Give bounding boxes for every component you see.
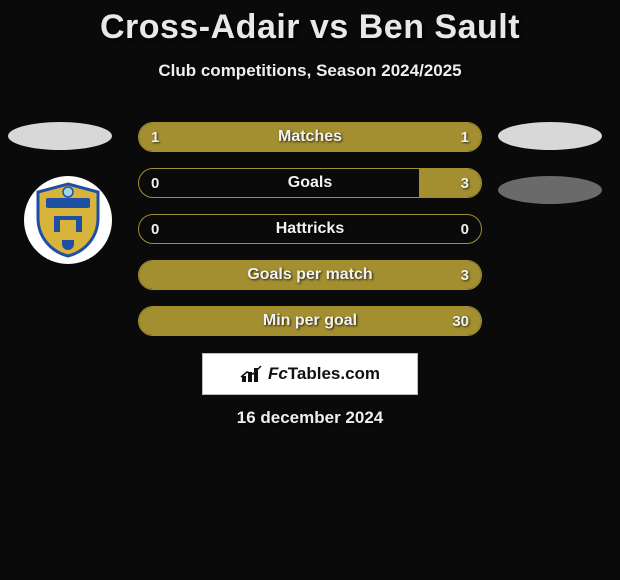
stat-row: 1Matches1: [138, 122, 482, 152]
logo-text: FcTables.com: [268, 364, 380, 384]
stat-value-right: 1: [461, 123, 469, 151]
stat-value-right: 3: [461, 169, 469, 197]
stat-label: Goals per match: [139, 266, 481, 284]
player-left-ellipse: [8, 122, 112, 150]
stat-label: Hattricks: [139, 220, 481, 238]
stat-row: Goals per match3: [138, 260, 482, 290]
page-title: Cross-Adair vs Ben Sault: [0, 0, 620, 47]
subtitle: Club competitions, Season 2024/2025: [0, 61, 620, 81]
stat-value-right: 30: [452, 307, 469, 335]
stat-label: Min per goal: [139, 312, 481, 330]
shield-icon: [32, 182, 104, 258]
stat-label: Matches: [139, 128, 481, 146]
stats-container: 1Matches10Goals30Hattricks0Goals per mat…: [138, 122, 482, 352]
stat-value-right: 3: [461, 261, 469, 289]
stat-value-right: 0: [461, 215, 469, 243]
fctables-logo: FcTables.com: [202, 353, 418, 395]
stat-row: 0Hattricks0: [138, 214, 482, 244]
player-right-ellipse-2: [498, 176, 602, 204]
stat-row: 0Goals3: [138, 168, 482, 198]
club-badge-left: [24, 176, 112, 264]
bar-chart-icon: [240, 364, 264, 384]
date-text: 16 december 2024: [0, 408, 620, 428]
stat-label: Goals: [139, 174, 481, 192]
player-right-ellipse: [498, 122, 602, 150]
stat-row: Min per goal30: [138, 306, 482, 336]
